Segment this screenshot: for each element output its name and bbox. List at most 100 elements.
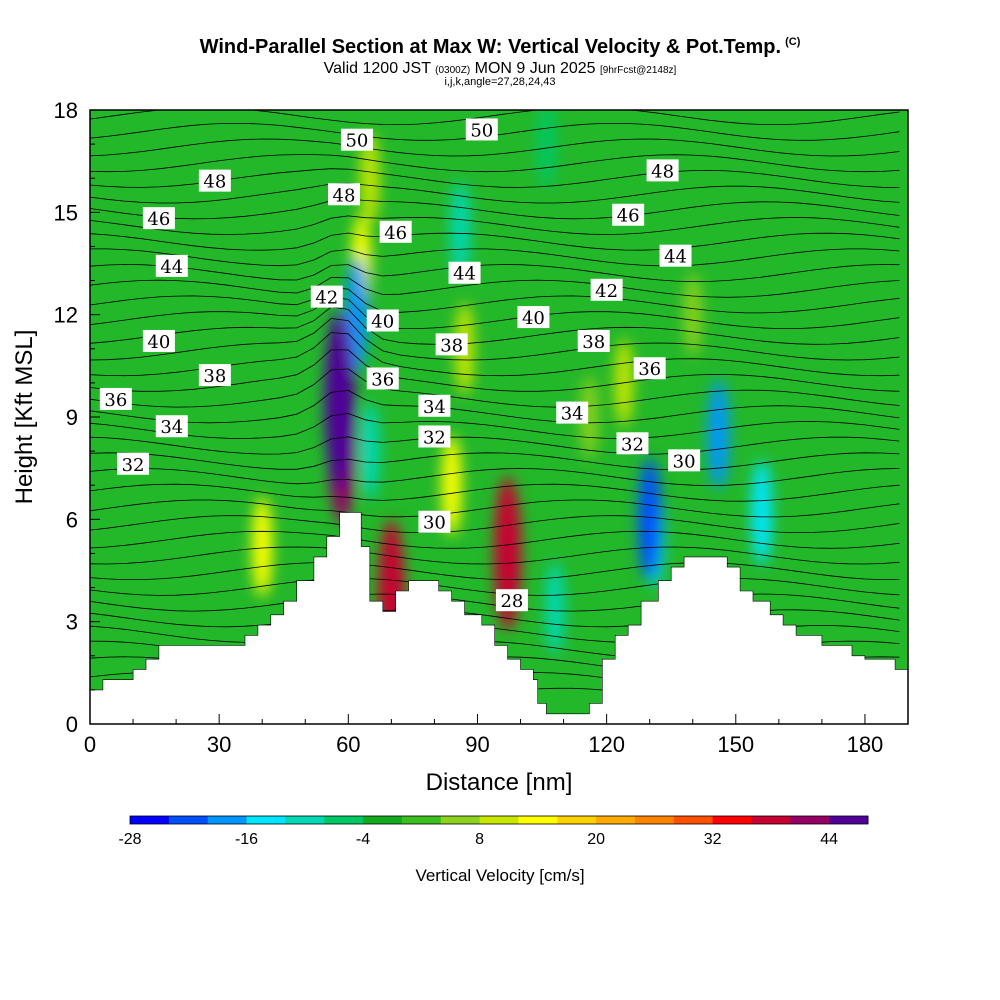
contour-label-box [633,357,666,380]
colorbar-tick-label: 32 [704,831,722,848]
contour-label: 34 [155,415,188,438]
contour-label: 34 [556,401,589,425]
contour-label-text: 38 [440,335,463,356]
colorbar-tick-label: -16 [235,831,258,848]
contour-label-text: 30 [673,451,696,472]
contour-label: 46 [612,203,645,227]
contour-label-text: 40 [522,308,545,329]
contour-label-text: 46 [147,209,170,230]
contour-label-box [517,306,550,329]
contour-label: 32 [616,432,649,455]
w-feature [638,457,662,581]
contour-label: 30 [418,510,451,534]
theta-contour-line [90,483,900,502]
contour-label: 46 [379,220,412,244]
valid-time-line: Valid 1200 JST (0300Z) MON 9 Jun 2025 [9… [0,60,1000,78]
contour-label-text: 36 [638,359,661,380]
contour-label-text: 38 [203,366,226,387]
theta-contour-line [90,546,900,565]
colorbar-swatch [324,816,364,824]
contour-label-text: 46 [384,223,407,244]
theta-contour-line [90,92,899,109]
contour-label: 50 [340,128,373,152]
contour-label: 46 [142,207,175,230]
contour-label-text: 48 [651,161,674,182]
terrain [90,512,908,724]
w-feature [751,459,773,566]
contour-label-box [117,452,150,475]
contour-label: 42 [590,278,623,302]
theta-contour-line [90,296,900,330]
contour-label: 36 [366,367,399,390]
theta-contour-line [90,499,900,518]
valid-date: MON 9 Jun 2025 [474,60,596,77]
contour-label-box [310,285,343,308]
y-axis: 0 3 6 9 12 15 18 [54,98,100,737]
contour-label-text: 34 [561,404,584,425]
contour-label-text: 44 [160,257,183,278]
contour-label-box [142,207,175,230]
theta-contour-line [90,368,900,408]
theta-contour-line [90,413,900,439]
contour-label: 32 [418,425,451,448]
theta-contour-line [90,562,900,580]
theta-contour-line [90,248,900,267]
contour-label-text: 48 [333,185,356,206]
w-feature [441,434,462,536]
colorbar-swatch [790,816,830,824]
contour-label-text: 36 [371,369,394,390]
contour-label-box [366,309,399,332]
colorbar-tick-label: 8 [475,831,484,848]
forecast-info: [9hrFcst@2148z] [600,65,677,76]
theta-contour-line [90,593,900,612]
contour-label-box [418,425,451,448]
contour-label-box [198,364,231,387]
colorbar-label: Vertical Velocity [cm/s] [415,866,584,885]
contour-label: 48 [198,169,231,193]
theta-contour-line [90,287,900,314]
contour-label-text: 32 [423,427,446,448]
contour-label-box [616,432,649,455]
theta-contour-line [90,318,900,361]
contour-label-text: 38 [582,332,605,353]
theta-contour-line [90,468,900,487]
contour-label: 28 [495,589,528,612]
contour-label-text: 42 [315,288,338,309]
colorbar-swatch [751,816,791,824]
colorbar-swatch [440,816,481,824]
theta-contour-line [90,436,900,455]
contour-label: 32 [117,452,150,476]
contour-label: 50 [465,118,498,141]
colorbar-swatch [246,816,286,824]
theta-contour-line [90,76,899,93]
colorbar-swatch [401,816,442,824]
x-tick-label: 150 [717,732,754,757]
contour-label-text: 42 [595,281,618,302]
contour-label-box [590,278,623,301]
contour-label: 44 [155,254,188,278]
y-tick-label: 6 [66,507,78,532]
contour-label-box [340,128,373,151]
copyright-mark: (C) [785,36,801,49]
contour-label: 38 [577,329,610,353]
theta-contour-line [90,515,900,534]
colorbar-tick-label: 20 [587,831,605,848]
x-tick-label: 60 [336,732,360,757]
w-feature [360,402,380,500]
colorbar-tick-label: -28 [118,831,141,848]
colorbar-swatch [673,816,714,824]
chart-title-text: Wind-Parallel Section at Max W: Vertical… [199,36,782,58]
grid-indices: i,j,k,angle=27,28,24,43 [444,76,556,88]
valid-utc: (0300Z) [435,65,471,76]
contour-label-box [556,401,589,424]
colorbar-swatch [518,816,558,824]
contour-label-text: 44 [664,247,687,268]
contour-label: 48 [646,159,679,182]
contour-label-box [646,159,679,182]
x-tick-label: 90 [465,732,489,757]
theta-contour-line [90,264,900,283]
colorbar-swatch [634,816,675,824]
contour-label-text: 50 [345,131,368,152]
y-tick-label: 9 [66,405,78,430]
